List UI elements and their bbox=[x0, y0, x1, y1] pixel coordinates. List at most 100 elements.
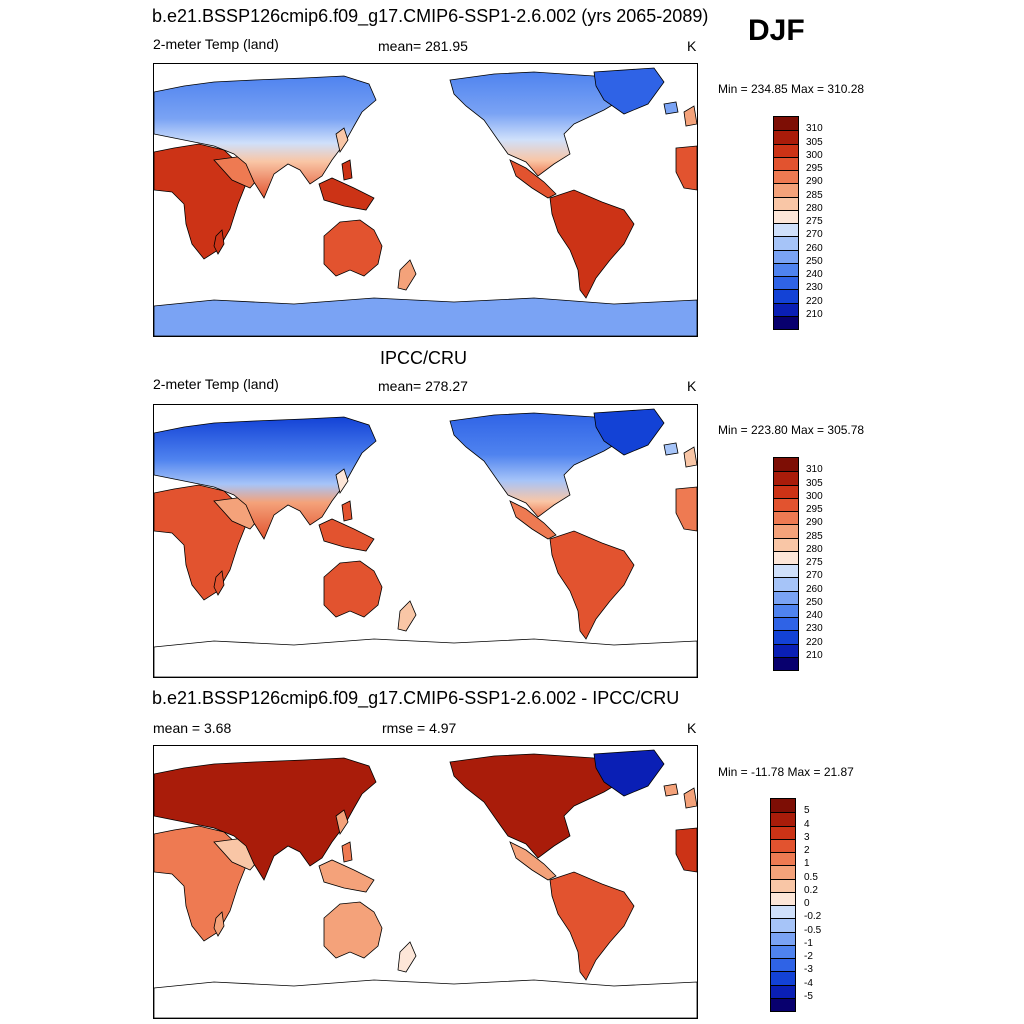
landmass-philipp bbox=[341, 500, 353, 522]
colorbar-swatch bbox=[771, 812, 795, 826]
season-label: DJF bbox=[748, 14, 805, 47]
landmass-seasia bbox=[318, 859, 375, 893]
colorbar-swatch bbox=[771, 905, 795, 919]
colorbar-swatch bbox=[774, 130, 798, 144]
landmass-japan bbox=[335, 468, 349, 495]
panel-diff-map bbox=[153, 745, 698, 1019]
colorbar-swatch bbox=[774, 170, 798, 184]
colorbar-tick-label: -0.2 bbox=[804, 911, 822, 923]
landmass-antarctica bbox=[154, 297, 697, 336]
colorbar-swatch bbox=[774, 630, 798, 644]
colorbar-tick-label: 0.2 bbox=[804, 884, 818, 896]
colorbar-swatch bbox=[771, 931, 795, 945]
panel-model-variable-label: 2-meter Temp (land) bbox=[153, 36, 279, 52]
landmass-samerica bbox=[549, 871, 635, 981]
landmass-greenl bbox=[593, 67, 665, 115]
colorbar-tick-label: 290 bbox=[806, 176, 823, 188]
landmass-seasia bbox=[318, 518, 375, 552]
colorbar-tick-label: 240 bbox=[806, 269, 823, 280]
colorbar-swatch bbox=[774, 143, 798, 157]
panel-diff-colorbar bbox=[770, 798, 796, 1012]
panel-model-title: b.e21.BSSP126cmip6.f09_g17.CMIP6-SSP1-2.… bbox=[152, 6, 709, 26]
panel-model-mean-label: mean= 281.95 bbox=[378, 38, 468, 54]
landmass-samerica bbox=[549, 530, 635, 640]
colorbar-tick-label: 280 bbox=[806, 202, 823, 214]
colorbar-swatch bbox=[774, 603, 798, 617]
landmass-philipp bbox=[341, 841, 353, 863]
colorbar-tick-label: 1 bbox=[804, 858, 810, 870]
colorbar-tick-label: 285 bbox=[806, 530, 823, 542]
colorbar-tick-label: 275 bbox=[806, 557, 823, 568]
colorbar-tick-label: 260 bbox=[806, 583, 823, 595]
colorbar-tick-label: 0 bbox=[804, 898, 810, 909]
colorbar-tick-label: -2 bbox=[804, 951, 813, 962]
landmass-austral bbox=[323, 901, 383, 959]
colorbar-swatch bbox=[771, 852, 795, 866]
colorbar-tick-label: 270 bbox=[806, 229, 823, 241]
panel-diff-colorbar-labels: 5 4 3 2 1 0.5 0.2 0 -0.2 -0.5 -1 -2 -3 -4 -5 bbox=[804, 798, 844, 1010]
colorbar-swatch bbox=[774, 656, 798, 670]
colorbar-swatch bbox=[771, 984, 795, 998]
colorbar-swatch bbox=[774, 289, 798, 303]
panel-diff-rmse-label: rmse = 4.97 bbox=[382, 720, 457, 736]
colorbar-tick-label: 305 bbox=[806, 477, 823, 489]
landmass-madag bbox=[213, 911, 225, 937]
colorbar-tick-label: -3 bbox=[804, 964, 813, 976]
colorbar-swatch bbox=[774, 276, 798, 290]
panel-diff-mean-label: mean = 3.68 bbox=[153, 720, 232, 736]
colorbar-swatch bbox=[774, 617, 798, 631]
landmass-eurasia bbox=[154, 416, 377, 540]
colorbar-tick-label: -0.5 bbox=[804, 924, 822, 936]
colorbar-swatch bbox=[774, 643, 798, 657]
colorbar-tick-label: 210 bbox=[806, 649, 823, 661]
landmass-namerica bbox=[449, 71, 625, 177]
colorbar-tick-label: 270 bbox=[806, 570, 823, 582]
colorbar-swatch bbox=[771, 878, 795, 892]
panel-obs-colorbar bbox=[773, 457, 799, 671]
landmass-westafr bbox=[675, 827, 697, 873]
panel-obs-map bbox=[153, 404, 698, 678]
colorbar-swatch bbox=[771, 799, 795, 813]
panel-model-map bbox=[153, 63, 698, 337]
colorbar-swatch bbox=[774, 484, 798, 498]
panel-obs-mean-label: mean= 278.27 bbox=[378, 378, 468, 394]
landmass-greenl bbox=[593, 749, 665, 797]
colorbar-tick-label: -5 bbox=[804, 990, 813, 1002]
colorbar-tick-label: 230 bbox=[806, 623, 823, 635]
panel-obs-variable-label: 2-meter Temp (land) bbox=[153, 376, 279, 392]
colorbar-tick-label: 210 bbox=[806, 308, 823, 320]
colorbar-swatch bbox=[771, 918, 795, 932]
colorbar-tick-label: 295 bbox=[806, 504, 823, 515]
landmass-westafr bbox=[675, 486, 697, 532]
colorbar-tick-label: 295 bbox=[806, 163, 823, 174]
colorbar-swatch bbox=[774, 497, 798, 511]
colorbar-swatch bbox=[774, 249, 798, 263]
colorbar-swatch bbox=[771, 971, 795, 985]
colorbar-tick-label: 0.5 bbox=[804, 871, 818, 883]
landmass-japan bbox=[335, 127, 349, 154]
colorbar-tick-label: 260 bbox=[806, 242, 823, 254]
landmass-philipp bbox=[341, 159, 353, 181]
landmass-greenl bbox=[593, 408, 665, 456]
colorbar-tick-label: 220 bbox=[806, 636, 823, 648]
colorbar-tick-label: 310 bbox=[806, 123, 823, 135]
panel-obs-title: IPCC/CRU bbox=[380, 348, 468, 368]
colorbar-swatch bbox=[774, 511, 798, 525]
panel-diff-map-svg bbox=[154, 749, 697, 1018]
colorbar-tick-label: 305 bbox=[806, 136, 823, 148]
colorbar-tick-label: 250 bbox=[806, 596, 823, 608]
colorbar-tick-label: 285 bbox=[806, 189, 823, 201]
colorbar-swatch bbox=[774, 262, 798, 276]
colorbar-tick-label: -1 bbox=[804, 937, 813, 949]
landmass-camerica bbox=[509, 500, 557, 540]
colorbar-tick-label: 230 bbox=[806, 282, 823, 294]
panel-obs-map-svg bbox=[154, 408, 697, 677]
colorbar-swatch bbox=[774, 471, 798, 485]
landmass-newzeal bbox=[397, 259, 417, 291]
landmass-westafr bbox=[675, 145, 697, 191]
colorbar-swatch bbox=[771, 891, 795, 905]
panel-model-map-svg bbox=[154, 67, 697, 336]
colorbar-swatch bbox=[771, 997, 795, 1011]
colorbar-swatch bbox=[771, 865, 795, 879]
panel-model-colorbar-labels: 310 305 300 295 290 285 280 275 270 260 250 240 230 2… bbox=[806, 116, 846, 328]
